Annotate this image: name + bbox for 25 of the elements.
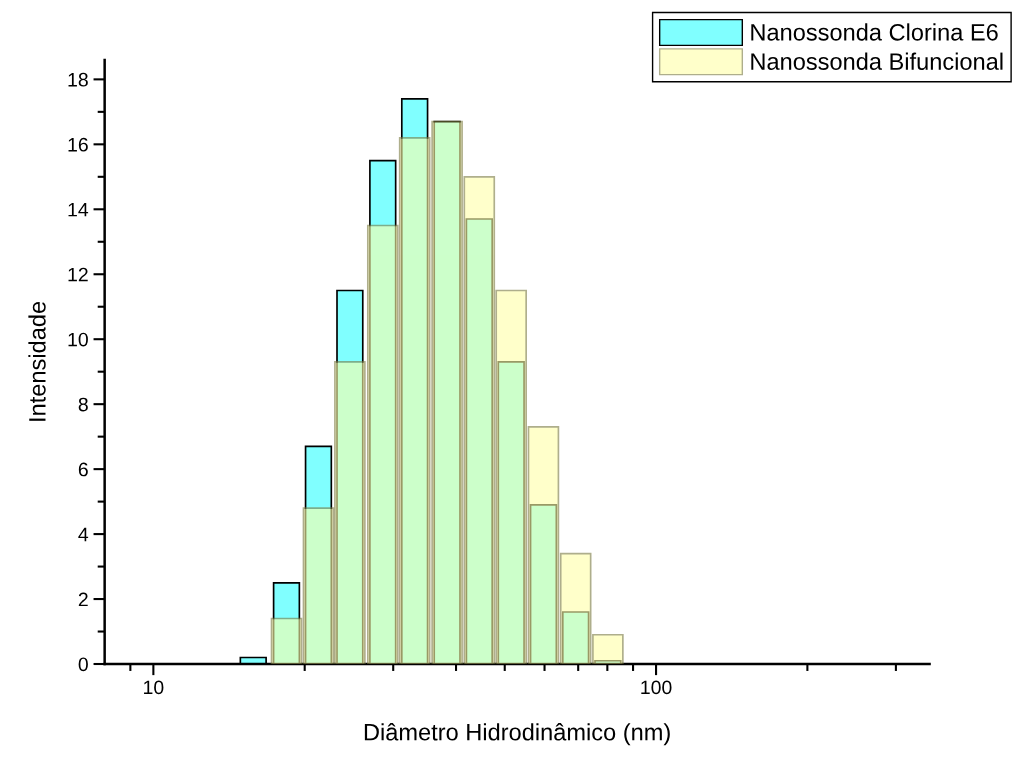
legend-label: Nanossonda Clorina E6 xyxy=(751,23,998,41)
bar xyxy=(366,224,399,665)
bar xyxy=(559,552,592,665)
bar xyxy=(270,617,303,665)
bar xyxy=(398,136,431,665)
x-tick-label: 100 xyxy=(641,680,672,695)
bar xyxy=(495,289,527,665)
y-tick-label: 10 xyxy=(68,332,88,347)
legend-label: Nanossonda Bifuncional xyxy=(751,52,1003,70)
bar xyxy=(302,507,335,665)
y-tick-label: 16 xyxy=(68,137,88,152)
bar xyxy=(463,175,496,665)
y-tick-label: 8 xyxy=(78,397,88,412)
y-tick-label: 18 xyxy=(68,72,88,87)
y-tick-label: 12 xyxy=(68,267,88,282)
y-tick-label: 4 xyxy=(78,527,89,542)
y-tick-label: 0 xyxy=(78,657,88,672)
bar xyxy=(334,361,366,665)
y-tick-label: 14 xyxy=(68,202,89,217)
bar xyxy=(592,633,624,665)
bar xyxy=(527,426,560,665)
y-tick-label: 2 xyxy=(78,592,88,607)
y-tick-label: 6 xyxy=(78,462,88,477)
y-axis-title: Intensidade xyxy=(28,301,46,421)
x-axis-title: Diâmetro Hidrodinâmico (nm) xyxy=(364,723,670,746)
